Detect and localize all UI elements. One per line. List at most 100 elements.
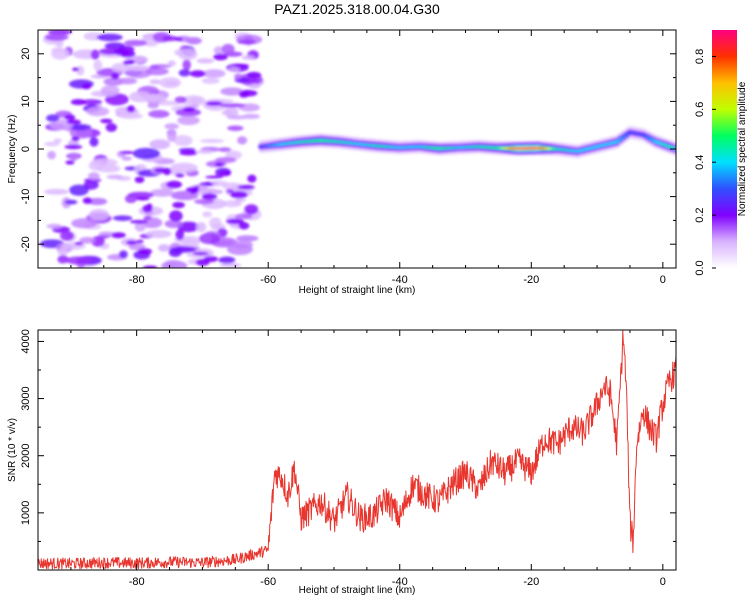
- snr-y-tick-label: 1000: [20, 501, 32, 525]
- spectrogram-noise-cell: [177, 221, 200, 233]
- snr-y-ticks: 1000 2000 3000 4000: [20, 329, 676, 571]
- snr-x-ticks: -80 -60 -40 -20 0: [37, 330, 666, 588]
- spectrogram-noise-peak: [162, 167, 172, 176]
- colorbar-tick-label: 0.2: [694, 207, 706, 222]
- snr-y-tick-label: 3000: [20, 386, 32, 410]
- spectrogram-noise-peak: [247, 174, 257, 183]
- spectrogram-noise-cell: [87, 197, 108, 206]
- spectrogram-noise-peak: [174, 37, 183, 42]
- spectrogram-ridge-cell: [616, 138, 624, 141]
- spectrogram-noise-peak: [213, 53, 228, 61]
- spectrogram-noise-cell: [213, 46, 225, 55]
- spectrogram-noise-cell: [208, 217, 222, 229]
- spectrogram-noise-cell: [60, 230, 74, 241]
- spectrogram-noise-peak: [135, 239, 144, 244]
- spectrogram-noise-cell: [234, 197, 247, 203]
- spectrogram-noise-peak: [65, 160, 75, 165]
- spectrogram-noise-cell: [57, 248, 68, 256]
- spectrogram-noise-cell: [88, 209, 110, 221]
- spectrogram-noise-peak: [246, 71, 262, 79]
- spectrogram-noise-cell: [106, 174, 124, 180]
- spectrogram-noise-peak: [125, 240, 137, 245]
- spectrogram-noise-peak: [135, 196, 150, 201]
- spectrogram-ridge-cell: [623, 133, 631, 136]
- spectrogram-noise-cell: [83, 180, 99, 190]
- spectrogram-noise-peak: [166, 180, 183, 189]
- spectrogram-noise-cell: [164, 123, 179, 130]
- spectrogram-noise-cell: [143, 94, 168, 104]
- spectrogram-x-tick-label: -40: [392, 274, 408, 286]
- spectrogram-noise-cell: [46, 114, 60, 122]
- spectrogram-noise-cell: [168, 247, 182, 258]
- colorbar-ticks: 0.0 0.2 0.4 0.6 0.8: [694, 49, 716, 276]
- spectrogram-ridge-cell: [649, 139, 657, 142]
- spectrogram-noise-cell: [194, 198, 215, 205]
- spectrogram-noise-cell: [124, 65, 151, 71]
- spectrogram-noise-cell: [157, 244, 170, 252]
- spectrogram-noise-cell: [218, 147, 232, 152]
- spectrogram-noise-cell: [218, 256, 236, 264]
- spectrogram-x-tick-label: 0: [660, 274, 666, 286]
- snr-y-tick-label: 2000: [20, 443, 32, 467]
- colorbar-tick-label: 0.8: [694, 49, 706, 64]
- spectrogram-noise-cell: [178, 69, 191, 77]
- spectrogram-noise-cell: [89, 137, 99, 147]
- spectrogram-noise-peak: [205, 101, 223, 107]
- spectrogram-noise-cell: [148, 110, 170, 118]
- spectrogram-noise-cell: [202, 188, 219, 196]
- spectrogram-ridge-cell: [619, 136, 627, 139]
- snr-x-tick-label: -60: [260, 576, 276, 588]
- spectrogram-noise-cell: [69, 152, 79, 162]
- spectrogram-noise-peak: [238, 222, 250, 230]
- spectrogram-noise-cell: [81, 99, 103, 105]
- spectrogram-noise-cell: [128, 243, 146, 251]
- snr-x-label: Height of straight line (km): [299, 585, 416, 596]
- snr-x-tick-label: -80: [129, 576, 145, 588]
- spectrogram-noise-cell: [234, 73, 243, 80]
- snr-y-label: SNR (10 * v/v): [7, 418, 18, 482]
- spectrogram-y-tick-label: 20: [20, 48, 32, 60]
- spectrogram-noise-cell: [244, 204, 259, 215]
- spectrogram-noise-cell: [162, 35, 179, 42]
- spectrogram-noise-cell: [90, 158, 118, 167]
- spectrogram-noise-peak: [72, 67, 80, 72]
- spectrogram-noise-cell: [149, 188, 174, 197]
- spectrogram-noise-peak: [126, 59, 135, 65]
- spectrogram-noise-cell: [196, 221, 207, 233]
- spectrogram-noise-cell: [215, 156, 237, 163]
- spectrogram-noise-cell: [145, 229, 172, 239]
- spectrogram-noise-peak: [100, 118, 113, 124]
- spectrogram-noise-cell: [100, 85, 120, 97]
- colorbar-tick-label: 0.4: [694, 155, 706, 170]
- spectrogram-noise-cell: [196, 58, 215, 64]
- snr-x-tick-label: -20: [523, 576, 539, 588]
- spectrogram-noise-peak: [234, 63, 249, 68]
- chart-title: PAZ1.2025.318.00.04.G30: [274, 1, 440, 17]
- spectrogram-noise-cell: [209, 180, 228, 187]
- spectrogram-noise-peak: [237, 184, 255, 190]
- spectrogram-noise-cell: [143, 215, 152, 220]
- spectrogram-noise-cell: [177, 115, 200, 126]
- spectrogram-noise-cell: [175, 229, 185, 241]
- spectrogram-noise-cell: [149, 79, 161, 85]
- spectrogram-noise-cell: [86, 106, 110, 117]
- spectrogram-noise-cell: [93, 59, 103, 72]
- spectrogram-noise-peak: [193, 185, 200, 189]
- spectrogram-noise-cell: [221, 43, 235, 55]
- spectrogram-ridge-cell: [646, 137, 654, 140]
- spectrogram-ridge-cell: [642, 135, 650, 138]
- spectrogram-noise-cell: [140, 217, 163, 229]
- spectrogram-noise-peak: [205, 175, 224, 179]
- spectrogram-noise-peak: [74, 241, 84, 246]
- spectrogram-noise-cell: [219, 103, 246, 108]
- spectrogram-ridge-cell: [613, 140, 621, 143]
- spectrogram-noise-peak: [230, 191, 248, 199]
- spectrogram-noise-cell: [220, 87, 244, 96]
- spectrogram-x-tick-label: -20: [523, 274, 539, 286]
- spectrogram-noise-cell: [174, 96, 187, 104]
- spectrogram-noise-cell: [124, 194, 138, 204]
- spectrogram-noise-cell: [227, 125, 244, 131]
- spectrogram-noise-cell: [228, 66, 240, 73]
- spectrogram-noise-cell: [111, 62, 131, 73]
- snr-panel: -80 -60 -40 -20 0 1000 2000 3000 4000 Height of…: [7, 329, 677, 596]
